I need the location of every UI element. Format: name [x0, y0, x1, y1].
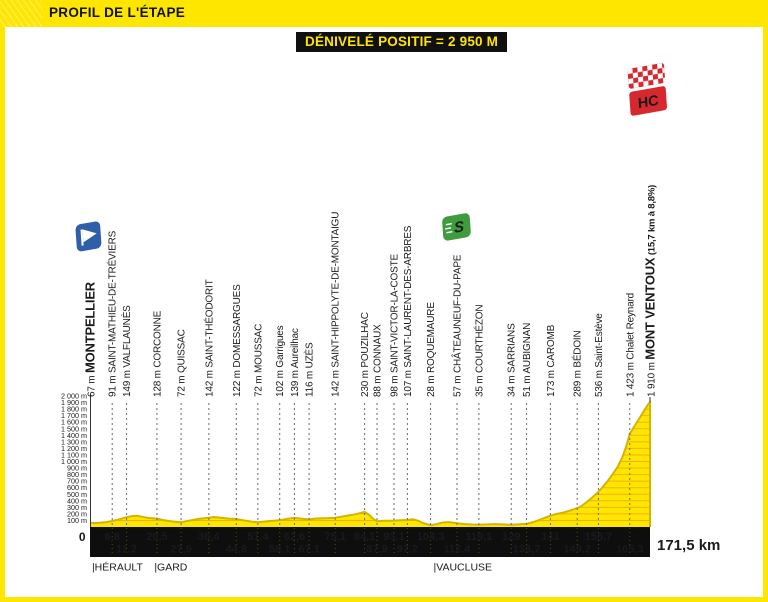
y-axis-tick-label: 1 500 m: [61, 424, 87, 433]
waypoint-label: 67 m MONTPELLIER: [83, 281, 98, 397]
department-label: |GARD: [154, 562, 187, 574]
km-marker: 97,2: [397, 544, 418, 556]
km-marker: 149,2: [563, 544, 591, 556]
waypoint-label: 128 m CORCONNE: [152, 310, 163, 397]
y-axis-tick-label: 100 m: [67, 516, 87, 525]
waypoint-label: 88 m CONNAUX: [373, 324, 384, 397]
waypoint-label: 34 m SARRIANS: [507, 323, 518, 397]
km-strip-background: [90, 527, 650, 557]
department-label: |VAUCLUSE: [434, 562, 493, 574]
y-axis-tick-label: 500 m: [67, 490, 87, 499]
y-axis-tick-label: 1 800 m: [61, 405, 87, 414]
km-marker: 20,5: [146, 531, 167, 543]
waypoint-label: 116 m UZÈS: [303, 342, 316, 397]
start-flag-icon: [75, 221, 102, 252]
km-marker: 165,3: [616, 544, 644, 556]
km-marker: 93,1: [383, 531, 404, 543]
km-marker: 112,4: [444, 544, 472, 556]
y-axis-tick-label: 1 400 m: [61, 431, 87, 440]
waypoint-labels: 67 m MONTPELLIER 91 m SAINT-MATHIEU-DE-TR…: [83, 185, 658, 397]
y-axis-tick-label: 1 200 m: [61, 444, 87, 453]
waypoint-label: 28 m ROQUEMAURE: [426, 302, 437, 397]
page-title: PROFIL DE L'ÉTAPE: [49, 5, 186, 20]
waypoint-label: 139 m Aureilhac: [290, 328, 301, 397]
waypoint-label: 72 m MOUSSAC: [253, 324, 264, 397]
km-marker: 36,4: [198, 531, 220, 543]
waypoint-label: 1 423 m Chalet Reynard: [625, 293, 636, 397]
y-axis-tick-label: 400 m: [67, 496, 87, 505]
waypoint-label: 230 m POUZILHAC: [360, 312, 371, 397]
km-marker: 84,1: [354, 531, 375, 543]
y-axis-tick-label: 900 m: [67, 464, 87, 473]
y-axis-tick-label: 300 m: [67, 503, 87, 512]
waypoint-label: 142 m SAINT-HIPPOLYTE-DE-MONTAIGU: [331, 212, 342, 397]
waypoint-label: 122 m DOMESSARGUES: [232, 284, 243, 397]
km-marker: 51,4: [247, 531, 269, 543]
km-marker: 75,1: [325, 531, 346, 543]
waypoint-label: 35 m COURTHÉZON: [472, 305, 485, 397]
km-marker: 67,1: [298, 544, 319, 556]
header-band: PROFIL DE L'ÉTAPE: [0, 0, 768, 27]
waypoint-label: 149 m VALFLAUNÈS: [120, 305, 133, 397]
header-decoration: [0, 0, 42, 27]
km-marker: 155,7: [585, 531, 613, 543]
km-marker: 6,8: [105, 531, 120, 543]
hc-label: HC: [637, 93, 659, 113]
waypoint-label: 142 m SAINT-THÉODORIT: [202, 279, 215, 397]
km-marker: 62,6: [284, 531, 305, 543]
y-axis-tick-label: 1 300 m: [61, 437, 87, 446]
km-marker: 44,8: [226, 544, 247, 556]
km-marker: 133,7: [513, 544, 541, 556]
profile-fill: [90, 401, 650, 527]
waypoint-label: 57 m CHÂTEAUNEUF-DU-PAPE: [451, 254, 464, 397]
waypoint-dashed-lines: [111, 403, 631, 527]
km-marker: 141: [541, 531, 559, 543]
elevation-profile-edge: [89, 400, 651, 527]
km-marker: 119,1: [465, 531, 492, 543]
elevation-profile-area: [90, 401, 650, 527]
y-axis-tick-label: 1 700 m: [61, 411, 87, 420]
sprint-icon: S: [442, 213, 471, 241]
waypoint-label: 536 m Saint-Estève: [594, 313, 605, 397]
profile-edge-line: [89, 400, 651, 527]
origin-label: 0: [79, 530, 86, 544]
elevation-gain-banner: DÉNIVELÉ POSITIF = 2 950 M: [296, 32, 508, 52]
waypoint-label: 173 m CAROMB: [546, 324, 557, 397]
y-axis-tick-label: 1 600 m: [61, 418, 87, 427]
waypoint-label: 289 m BÉDOIN: [571, 330, 584, 397]
finish-distance-label: 171,5 km: [657, 537, 720, 554]
elevation-gridlines: [90, 402, 650, 521]
y-axis-tick-label: 600 m: [67, 483, 87, 492]
y-axis-tick-label: 800 m: [67, 470, 87, 479]
hc-climb-icon: HC: [627, 63, 667, 116]
y-axis-tick-label: 1 100 m: [61, 450, 87, 459]
km-marker: 27,9: [170, 544, 191, 556]
waypoint-label: 1 910 m MONT VENTOUX (15,7 km à 8,8%): [643, 185, 658, 397]
waypoint-label: 107 m SAINT-LAURENT-DES-ARBRES: [403, 225, 414, 397]
sprint-letter: S: [454, 218, 465, 237]
waypoint-label: 72 m QUISSAC: [177, 329, 188, 397]
y-axis-tick-label: 1 900 m: [61, 398, 87, 407]
waypoint-label: 91 m SAINT-MATHIEU-DE-TRÉVIERS: [106, 230, 119, 397]
km-strip: 6,811,2 20,527,9 36,4 44,851,458,162,667,1 7…: [90, 527, 720, 574]
km-marker: 58,1: [269, 544, 290, 556]
km-marker: 129: [502, 531, 520, 543]
km-marker: 11,2: [116, 544, 137, 556]
y-axis-tick-label: 1 000 m: [61, 457, 87, 466]
km-marker: 87,9: [366, 544, 387, 556]
department-label: |HÉRAULT: [92, 561, 144, 574]
y-axis-tick-label: 200 m: [67, 509, 87, 518]
km-marker: 104,3: [417, 531, 445, 543]
y-axis-tick-label: 700 m: [67, 477, 87, 486]
checkered-flag-pattern: [627, 63, 666, 89]
y-axis-tick-label: 2 000 m: [61, 392, 87, 401]
waypoint-label: 98 m SAINT-VICTOR-LA-COSTE: [390, 253, 401, 397]
waypoint-label: 102 m Garrigues: [275, 325, 286, 397]
waypoint-label: 51 m AUBIGNAN: [522, 323, 533, 397]
